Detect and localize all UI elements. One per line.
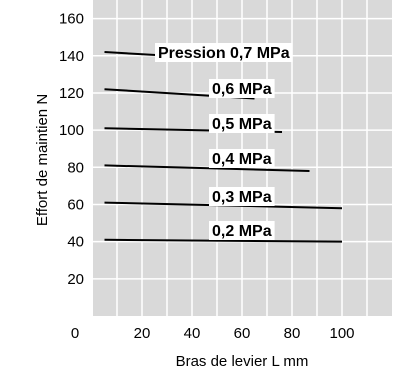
x-tick-label: 80 [284, 325, 301, 342]
series-line-6 [104, 238, 343, 243]
x-tick-label: 100 [329, 325, 354, 342]
series-line-4 [104, 164, 310, 173]
x-tick-label: 20 [134, 325, 151, 342]
x-tick-labels: 0 20 40 60 80 100 [71, 325, 355, 342]
y-tick-label: 100 [59, 122, 84, 139]
y-axis-label: Effort de maintien N [34, 94, 51, 226]
y-tick-label: 160 [59, 11, 84, 28]
series-label-background [209, 79, 275, 98]
series-labels: Pression 0,7 MPa 0,6 MPa 0,5 MPa 0,4 MPa 0,3… [155, 43, 293, 240]
series-label-background [209, 187, 275, 206]
y-tick-label: 140 [59, 48, 84, 65]
y-tick-label: 20 [67, 271, 84, 288]
y-tick-labels: 20 40 60 80 100 120 140 160 [59, 11, 84, 288]
x-tick-label: 0 [71, 325, 79, 342]
y-tick-label: 60 [67, 196, 84, 213]
series-label-background [209, 221, 275, 240]
x-tick-label: 60 [234, 325, 251, 342]
x-tick-label: 40 [184, 325, 201, 342]
series-label-background [209, 149, 275, 168]
y-tick-label: 120 [59, 85, 84, 102]
x-axis-label: Bras de levier L mm [176, 353, 309, 370]
y-tick-label: 80 [67, 159, 84, 176]
y-tick-label: 40 [67, 234, 84, 251]
series-label-background [155, 43, 293, 62]
series-label-3: 0,5 MPa [212, 116, 272, 133]
series-label-1: Pression 0,7 MPa [158, 45, 290, 62]
series-label-2: 0,6 MPa [212, 81, 272, 98]
series-label-background [209, 114, 275, 133]
series-label-6: 0,2 MPa [212, 223, 272, 240]
series-label-5: 0,3 MPa [212, 189, 272, 206]
series-label-4: 0,4 MPa [212, 151, 272, 168]
